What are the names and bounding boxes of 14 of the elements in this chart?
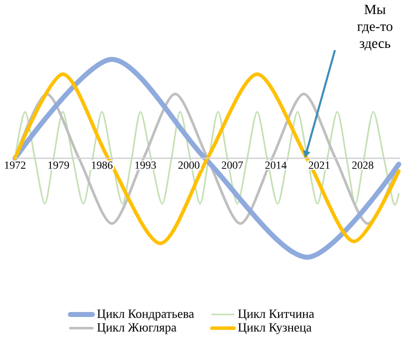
x-tick-label: 1972 <box>5 161 26 169</box>
legend-label: Цикл Китчина <box>238 310 314 320</box>
x-tick-label: 2021 <box>308 161 330 169</box>
legend-label: Цикл Кондратьева <box>97 310 194 320</box>
text: Мы где-то здесь <box>357 4 392 51</box>
x-tick-label: 1979 <box>48 161 69 169</box>
x-tick-label: 2000 <box>178 161 200 169</box>
x-tick-label: 2028 <box>352 161 374 169</box>
legend-label: Цикл Кузнеца <box>238 323 312 334</box>
x-tick-label: 1986 <box>92 161 113 169</box>
x-tick-label: 1993 <box>135 161 156 169</box>
x-tick-label: 2007 <box>222 161 243 169</box>
legend-label: Цикл Жюгляра <box>97 323 176 334</box>
x-tick-label: 2014 <box>265 161 287 169</box>
